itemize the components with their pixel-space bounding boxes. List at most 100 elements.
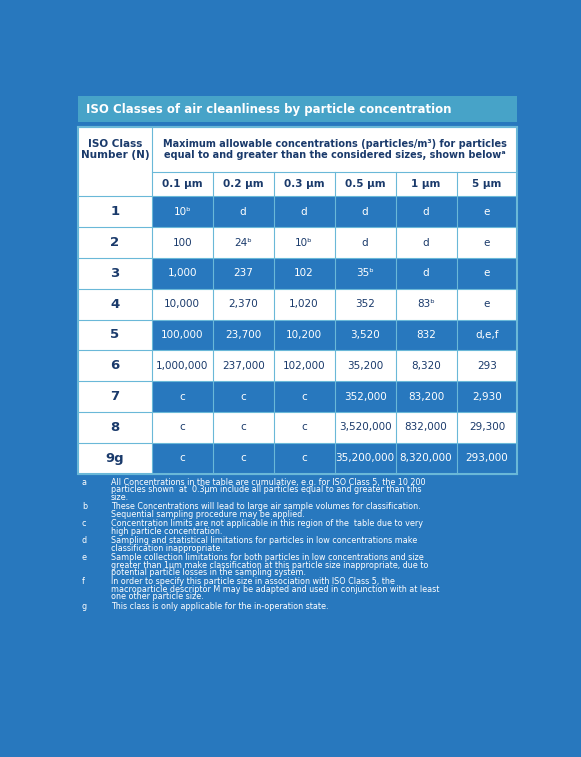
Text: ISO Classes of air cleanliness by particle concentration: ISO Classes of air cleanliness by partic… xyxy=(86,103,451,116)
Bar xyxy=(457,350,518,381)
Bar xyxy=(78,412,152,443)
Bar xyxy=(335,258,396,288)
Text: e: e xyxy=(82,553,87,562)
Text: All Concentrations in the table are cumulative, e.g. for ISO Class 5, the 10 200: All Concentrations in the table are cumu… xyxy=(110,478,425,488)
Text: 832: 832 xyxy=(416,330,436,340)
Text: This class is only applicable for the in-operation state.: This class is only applicable for the in… xyxy=(110,602,328,611)
Text: 8,320: 8,320 xyxy=(411,361,441,371)
Text: d: d xyxy=(423,238,429,248)
Bar xyxy=(457,443,518,474)
Bar xyxy=(78,258,152,288)
Bar xyxy=(396,172,457,196)
Text: c: c xyxy=(301,453,307,463)
Text: 352,000: 352,000 xyxy=(344,391,386,401)
Text: a: a xyxy=(82,478,87,488)
Text: c: c xyxy=(180,422,185,432)
Text: 5 μm: 5 μm xyxy=(472,179,501,189)
Bar xyxy=(78,172,152,196)
Text: 2,930: 2,930 xyxy=(472,391,502,401)
Bar xyxy=(396,412,457,443)
Bar xyxy=(396,196,457,227)
Text: classification inappropriate.: classification inappropriate. xyxy=(110,544,223,553)
Text: particles shown  at  0.3μm include all particles equal to and greater than tihs: particles shown at 0.3μm include all par… xyxy=(110,485,421,494)
Bar xyxy=(213,443,274,474)
Bar xyxy=(396,319,457,350)
Text: 352: 352 xyxy=(355,299,375,309)
Text: e: e xyxy=(484,268,490,279)
Text: 35ᵇ: 35ᵇ xyxy=(356,268,374,279)
Text: 10ᵇ: 10ᵇ xyxy=(295,238,313,248)
Text: 0.2 μm: 0.2 μm xyxy=(223,179,263,189)
Bar xyxy=(335,319,396,350)
Bar xyxy=(274,227,335,258)
Text: c: c xyxy=(180,391,185,401)
Bar xyxy=(152,381,213,412)
Bar xyxy=(396,288,457,319)
Text: d: d xyxy=(240,207,246,217)
Bar xyxy=(396,443,457,474)
Bar xyxy=(335,172,396,196)
Text: 0.3 μm: 0.3 μm xyxy=(284,179,324,189)
Text: 10,000: 10,000 xyxy=(164,299,200,309)
Text: 0.1 μm: 0.1 μm xyxy=(162,179,202,189)
Text: high particle concentration.: high particle concentration. xyxy=(110,527,222,536)
Text: 1: 1 xyxy=(110,205,120,218)
Bar xyxy=(213,172,274,196)
Text: 29,300: 29,300 xyxy=(469,422,505,432)
Text: greater than 1μm make classification at this particle size inappropriate, due to: greater than 1μm make classification at … xyxy=(110,560,428,569)
Bar xyxy=(152,443,213,474)
Text: c: c xyxy=(301,422,307,432)
Text: c: c xyxy=(82,519,87,528)
Bar xyxy=(78,227,152,258)
Bar xyxy=(396,350,457,381)
Bar xyxy=(335,412,396,443)
Text: Sequential sampling procedure may be applied.: Sequential sampling procedure may be app… xyxy=(110,509,304,519)
Bar xyxy=(78,127,518,474)
Text: e: e xyxy=(484,238,490,248)
Text: 8,320,000: 8,320,000 xyxy=(400,453,453,463)
Text: b: b xyxy=(82,503,87,512)
Bar xyxy=(152,288,213,319)
Bar xyxy=(213,381,274,412)
Bar xyxy=(274,319,335,350)
Text: e: e xyxy=(484,299,490,309)
Text: d: d xyxy=(423,268,429,279)
Text: 2,370: 2,370 xyxy=(228,299,258,309)
Bar xyxy=(457,412,518,443)
Text: 1,020: 1,020 xyxy=(289,299,319,309)
Text: 83ᵇ: 83ᵇ xyxy=(417,299,435,309)
Bar xyxy=(78,443,152,474)
Text: c: c xyxy=(241,391,246,401)
Bar xyxy=(457,381,518,412)
Text: 0.5 μm: 0.5 μm xyxy=(345,179,385,189)
Text: 1 μm: 1 μm xyxy=(411,179,441,189)
Text: 832,000: 832,000 xyxy=(404,422,447,432)
Bar xyxy=(213,227,274,258)
Bar xyxy=(152,412,213,443)
Text: f: f xyxy=(82,578,85,587)
Bar xyxy=(274,196,335,227)
Text: c: c xyxy=(301,391,307,401)
Text: 3: 3 xyxy=(110,266,120,280)
Bar xyxy=(213,319,274,350)
Bar xyxy=(457,227,518,258)
Bar xyxy=(335,227,396,258)
Bar xyxy=(213,288,274,319)
Bar xyxy=(78,127,152,172)
Bar xyxy=(78,127,518,474)
Text: 24ᵇ: 24ᵇ xyxy=(234,238,252,248)
Text: d: d xyxy=(82,536,87,545)
Text: 35,200: 35,200 xyxy=(347,361,383,371)
Bar xyxy=(396,381,457,412)
Bar xyxy=(274,381,335,412)
Text: In order to specify this particle size in association with ISO Class 5, the: In order to specify this particle size i… xyxy=(110,578,394,587)
Text: 293,000: 293,000 xyxy=(465,453,508,463)
Text: 10ᵇ: 10ᵇ xyxy=(173,207,191,217)
Text: 83,200: 83,200 xyxy=(408,391,444,401)
Text: 1,000,000: 1,000,000 xyxy=(156,361,209,371)
Text: 293: 293 xyxy=(477,361,497,371)
Text: 35,200,000: 35,200,000 xyxy=(335,453,394,463)
Text: Concentration limits are not applicable in this region of the  table due to very: Concentration limits are not applicable … xyxy=(110,519,422,528)
Bar xyxy=(457,196,518,227)
Bar xyxy=(78,319,152,350)
